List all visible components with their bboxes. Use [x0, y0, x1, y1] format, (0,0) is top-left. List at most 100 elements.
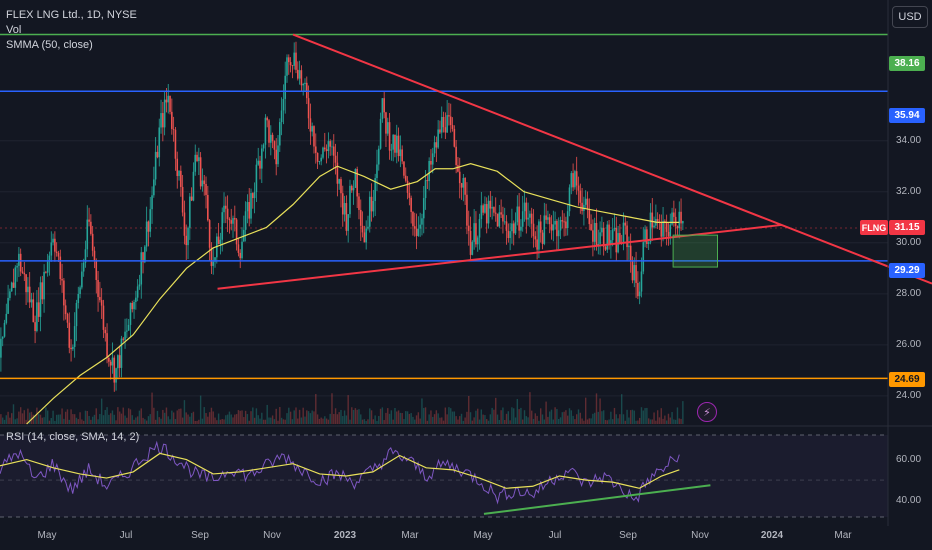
- candle: [84, 249, 87, 263]
- candle: [194, 154, 197, 172]
- candle: [270, 134, 272, 143]
- volume-bar: [385, 412, 387, 424]
- volume-bar: [124, 415, 126, 424]
- volume-bar: [419, 418, 421, 424]
- candle: [500, 212, 502, 215]
- candle: [638, 291, 641, 297]
- candle: [300, 70, 303, 86]
- volume-bar: [624, 420, 626, 424]
- candle: [66, 314, 69, 323]
- candle: [61, 279, 63, 281]
- candle: [561, 220, 564, 222]
- candle: [207, 194, 209, 221]
- volume-bar: [180, 408, 182, 424]
- candle: [226, 208, 229, 219]
- candle: [345, 203, 348, 231]
- candle: [313, 126, 315, 147]
- candle: [171, 111, 173, 129]
- candle: [79, 287, 81, 295]
- candle: [264, 117, 267, 145]
- volume-bar: [241, 410, 243, 424]
- volume-bar: [192, 411, 195, 424]
- candle: [574, 171, 576, 188]
- volume-bar: [459, 416, 461, 424]
- volume-bar: [268, 417, 270, 424]
- volume-bar: [5, 415, 7, 424]
- candle: [39, 282, 42, 317]
- volume-bar: [117, 407, 119, 424]
- candle: [379, 118, 382, 149]
- volume-bar: [392, 419, 394, 424]
- rsi-tick-label: 40.00: [896, 494, 922, 506]
- volume-bar: [363, 419, 366, 424]
- candle: [494, 212, 497, 214]
- volume-bar: [291, 419, 294, 424]
- symbol-title[interactable]: FLEX LNG Ltd., 1D, NYSE: [6, 9, 137, 21]
- triangle-pattern: [217, 33, 932, 290]
- candle: [334, 155, 337, 163]
- ticker-badge: FLNG: [860, 220, 888, 235]
- candle: [138, 284, 141, 287]
- candle: [341, 193, 344, 215]
- volume-legend[interactable]: Vol: [6, 24, 22, 36]
- volume-bar: [239, 410, 241, 424]
- time-tick-label: May: [37, 530, 57, 541]
- candle: [673, 212, 675, 217]
- candle: [449, 116, 452, 126]
- candle: [550, 224, 553, 231]
- volume-bar: [397, 410, 400, 424]
- candle: [23, 272, 26, 275]
- volume-bar: [266, 404, 268, 424]
- candle: [52, 238, 54, 243]
- candle: [156, 151, 159, 158]
- volume-bar: [329, 413, 331, 424]
- volume-bar: [97, 419, 99, 424]
- candle: [154, 151, 157, 180]
- candle: [320, 157, 322, 162]
- volume-bar: [660, 408, 662, 424]
- time-tick-label: Nov: [263, 530, 281, 541]
- volume-bar: [570, 410, 572, 424]
- volume-bar: [145, 420, 148, 424]
- volume-bar: [358, 409, 360, 424]
- time-tick-label: Jul: [548, 530, 562, 541]
- volume-bar: [595, 393, 598, 424]
- candle: [304, 82, 306, 85]
- volume-bar: [642, 410, 644, 424]
- volume-bar: [347, 395, 349, 424]
- volume-bar: [307, 411, 310, 424]
- volume-bar: [334, 408, 337, 424]
- candle: [505, 221, 508, 231]
- candle: [129, 302, 132, 325]
- volume-bar: [55, 414, 58, 424]
- candle: [43, 271, 45, 300]
- volume-bar: [601, 411, 603, 424]
- candle: [279, 122, 281, 146]
- volume-bar: [351, 407, 353, 424]
- volume-bar: [306, 410, 308, 424]
- lightning-icon[interactable]: ⚡: [697, 402, 717, 422]
- volume-bar: [441, 417, 443, 424]
- volume-bar: [275, 408, 277, 424]
- candle: [331, 146, 333, 148]
- volume-bar: [406, 411, 409, 424]
- volume-bar: [554, 407, 556, 424]
- volume-bar: [316, 414, 319, 424]
- smma-legend[interactable]: SMMA (50, close): [6, 39, 93, 51]
- volume-bar: [518, 409, 520, 424]
- currency-button[interactable]: USD: [892, 6, 928, 28]
- candle: [593, 222, 596, 242]
- volume-bar: [349, 419, 351, 424]
- candle: [131, 302, 134, 310]
- candle: [332, 146, 335, 156]
- volume-bar: [115, 420, 117, 424]
- candle: [584, 198, 587, 205]
- candle: [250, 193, 252, 219]
- volume-bar: [495, 397, 497, 424]
- volume-bar: [387, 408, 389, 424]
- candle: [37, 302, 40, 317]
- volume-bar: [257, 415, 259, 424]
- rsi-legend[interactable]: RSI (14, close, SMA, 14, 2): [6, 431, 140, 443]
- candle: [545, 215, 547, 220]
